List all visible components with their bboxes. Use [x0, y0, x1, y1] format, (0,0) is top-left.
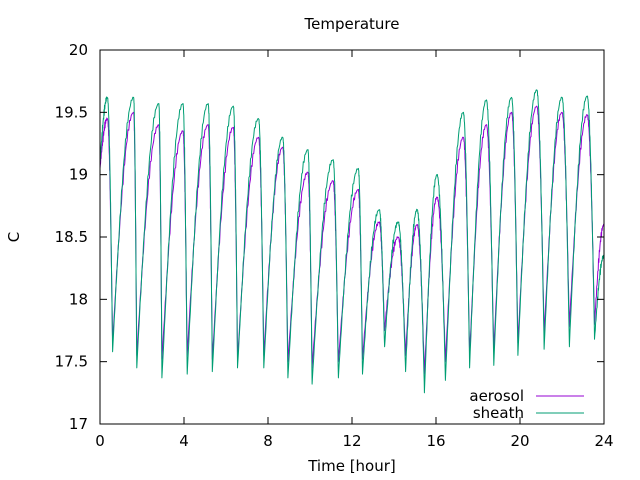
x-tick-label: 8: [263, 432, 273, 450]
y-tick-label: 19.5: [55, 103, 88, 121]
chart-title: Temperature: [303, 15, 399, 33]
x-tick-label: 20: [510, 432, 529, 450]
x-axis-label: Time [hour]: [307, 457, 396, 475]
y-tick-label: 20: [69, 41, 88, 59]
x-tick-label: 0: [95, 432, 105, 450]
plot-frame: [99, 49, 605, 425]
legend-label-sheath: sheath: [473, 404, 524, 422]
series-layer: [99, 89, 605, 394]
y-tick-label: 18.5: [55, 228, 88, 246]
y-axis-label: C: [5, 232, 23, 242]
y-tick-label: 19: [69, 166, 88, 184]
x-tick-label: 16: [426, 432, 445, 450]
y-tick-label: 17: [69, 415, 88, 433]
y-tick-label: 17.5: [55, 353, 88, 371]
series-line-sheath: [99, 89, 605, 394]
y-tick-label: 18: [69, 290, 88, 308]
x-tick-label: 24: [594, 432, 613, 450]
axes-layer: 0 4 8 12 16 20 24 17 17.5 18 18.5 19 19.5 20: [55, 41, 614, 450]
x-tick-label: 4: [179, 432, 189, 450]
legend-label-aerosol: aerosol: [469, 387, 524, 405]
x-tick-label: 12: [342, 432, 361, 450]
